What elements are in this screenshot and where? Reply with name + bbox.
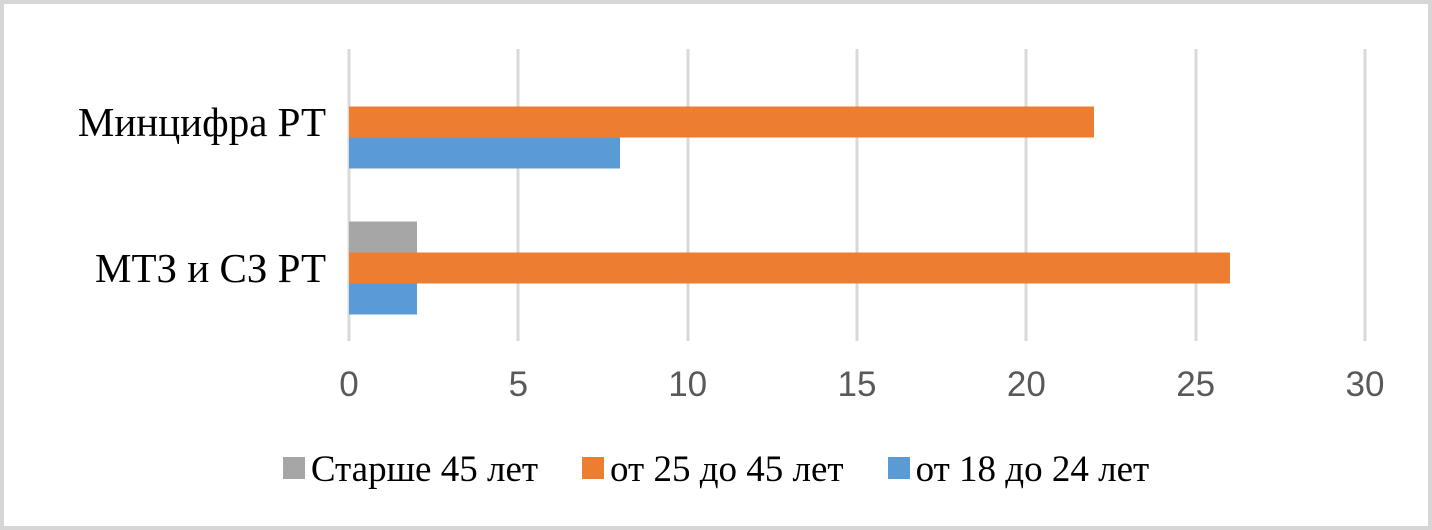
category-label: МТЗ и СЗ РТ	[95, 245, 326, 291]
legend-swatch-icon	[582, 456, 605, 479]
x-axis: 0 5 10 15 20 25 30	[339, 341, 1384, 411]
legend-swatch-icon	[887, 456, 910, 479]
gridline	[855, 49, 859, 341]
gridline	[1363, 49, 1367, 341]
x-tick-label: 30	[1345, 365, 1385, 404]
bar-group	[349, 221, 1365, 315]
legend: Старше 45 лет от 25 до 45 лет от 18 до 24 …	[4, 448, 1428, 491]
x-tick-label: 20	[1006, 365, 1046, 404]
category-row	[349, 49, 1365, 195]
bar-Старше 45 лет	[349, 221, 417, 253]
gridline	[1194, 49, 1198, 341]
plot-area	[347, 49, 1367, 341]
legend-item: Старше 45 лет	[282, 448, 539, 491]
x-tick-label: 5	[508, 365, 529, 404]
gridline	[1024, 49, 1028, 341]
bar-от 25 до 45 лет	[349, 106, 1095, 138]
category-label: Минцифра РТ	[77, 99, 326, 145]
category-row	[349, 195, 1365, 341]
bar-group	[349, 76, 1365, 169]
x-tick-label: 10	[668, 365, 708, 404]
legend-label: от 18 до 24 лет	[915, 449, 1150, 490]
legend-label: Старше 45 лет	[310, 449, 539, 490]
legend-swatch-icon	[282, 456, 305, 479]
x-tick-label: 15	[837, 365, 877, 404]
gridline	[686, 49, 690, 341]
bar-от 25 до 45 лет	[349, 252, 1230, 284]
bar-от 18 до 24 лет	[349, 137, 620, 169]
legend-item: от 18 до 24 лет	[887, 448, 1150, 491]
bar-от 18 до 24 лет	[349, 283, 417, 315]
category-labels: Минцифра РТ МТЗ и СЗ РТ	[4, 49, 326, 341]
legend-label: от 25 до 45 лет	[610, 449, 844, 490]
legend-item: от 25 до 45 лет	[582, 448, 844, 491]
x-tick-label: 0	[339, 365, 359, 404]
gridline	[516, 49, 520, 341]
x-tick-label: 25	[1176, 365, 1216, 404]
gridline	[347, 49, 351, 341]
